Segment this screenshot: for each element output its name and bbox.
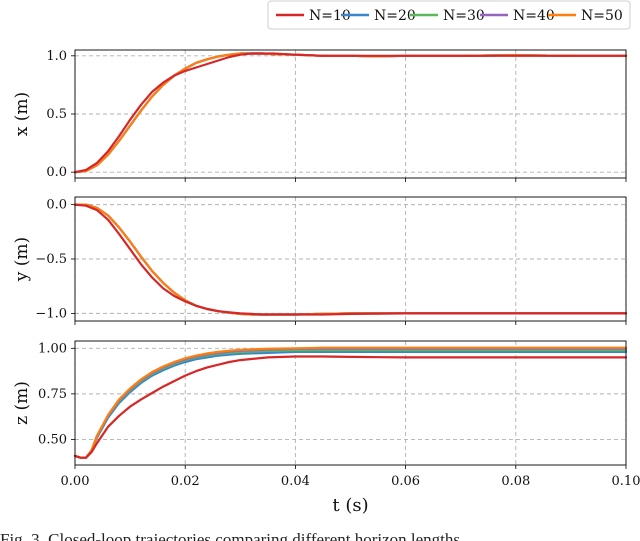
- series-line-N50: [73, 52, 628, 174]
- legend-label: N=40: [513, 8, 555, 24]
- series-line-N30: [73, 52, 628, 174]
- y-tick-label: −0.5: [35, 252, 67, 267]
- y-axis-label: y (m): [12, 237, 32, 282]
- series-line-N10: [73, 52, 628, 174]
- y-tick-label: 0.50: [38, 432, 67, 447]
- series-line-N40: [73, 347, 628, 459]
- y-tick-label: 1.0: [46, 49, 67, 64]
- x-tick-label: 0.06: [391, 474, 420, 489]
- panel-x: 0.0 0.5 1.0 x (m): [12, 49, 628, 182]
- series-line-N50: [73, 346, 628, 459]
- series-line-N20: [73, 203, 628, 316]
- legend-label: N=20: [374, 8, 416, 24]
- y-tick-label: −1.0: [35, 306, 67, 321]
- x-tick-label: 0.02: [171, 474, 200, 489]
- series-line-N20: [73, 52, 628, 174]
- plot-frame: [74, 340, 627, 466]
- panel-z: 0.50 0.75 1.00 z (m) 0.00 0.02 0.04 0.06 0.08 0.1…: [12, 340, 640, 516]
- series-line-N10: [73, 203, 628, 316]
- y-axis-label: z (m): [12, 381, 32, 425]
- series-line-N20: [73, 350, 628, 459]
- series-line-N10: [73, 355, 628, 459]
- series-line-N50: [73, 203, 628, 316]
- x-tick-label: 0.00: [61, 474, 90, 489]
- y-axis-label: x (m): [12, 92, 32, 136]
- x-tick-label: 0.08: [501, 474, 530, 489]
- x-tick-label: 0.10: [612, 474, 640, 489]
- y-tick-label: 0.0: [46, 198, 67, 213]
- x-tick-label: 0.04: [281, 474, 310, 489]
- y-tick-label: 0.5: [46, 107, 67, 122]
- series-line-N40: [73, 203, 628, 316]
- x-axis-label: t (s): [332, 495, 368, 516]
- legend-label: N=50: [581, 8, 623, 24]
- series-line-N30: [73, 203, 628, 316]
- legend-box: [267, 0, 631, 30]
- plot-frame: [74, 49, 627, 179]
- figure: N=10 N=20 N=30 N=40 N=50 0.0 0.5 1.0 x (m) 0.0 −…: [12, 0, 640, 516]
- legend-label: N=30: [443, 8, 485, 24]
- panel-y: 0.0 −0.5 −1.0 y (m): [12, 196, 628, 325]
- plot-frame: [74, 196, 627, 322]
- series-line-N40: [73, 52, 628, 174]
- series-line-N30: [73, 349, 628, 459]
- legend: N=10 N=20 N=30 N=40 N=50: [267, 0, 631, 30]
- y-tick-label: 0.75: [38, 387, 67, 402]
- figure-caption: Fig. 3. Closed-loop trajectories compari…: [0, 530, 460, 541]
- y-tick-label: 1.00: [38, 341, 67, 356]
- legend-label: N=10: [309, 8, 351, 24]
- y-tick-label: 0.0: [46, 165, 67, 180]
